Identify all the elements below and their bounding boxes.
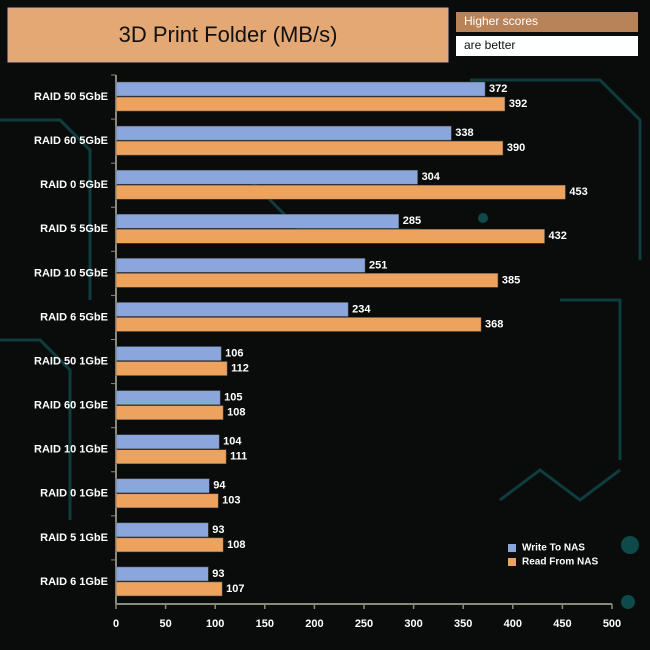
legend-swatch xyxy=(508,558,516,566)
x-tick-label: 450 xyxy=(553,618,571,630)
value-label: 234 xyxy=(352,303,371,315)
value-label: 106 xyxy=(225,347,243,359)
bar xyxy=(115,434,220,449)
x-tick-label: 150 xyxy=(256,618,274,630)
y-tick-label: RAID 6 1GbE xyxy=(40,576,108,588)
x-tick-label: 350 xyxy=(454,618,472,630)
bar xyxy=(115,317,482,332)
value-label: 104 xyxy=(223,436,242,448)
y-tick-label: RAID 10 1GbE xyxy=(34,444,108,456)
value-label: 432 xyxy=(549,230,567,242)
x-tick-label: 500 xyxy=(603,618,621,630)
y-tick-label: RAID 60 5GbE xyxy=(34,135,108,147)
bar xyxy=(115,125,452,141)
value-label: 108 xyxy=(227,407,245,419)
value-label: 94 xyxy=(213,480,226,492)
note-box xyxy=(456,36,638,56)
note: are better xyxy=(464,38,515,52)
title-box xyxy=(7,7,449,63)
value-label: 390 xyxy=(507,142,525,154)
bar xyxy=(115,493,219,509)
bar xyxy=(115,346,222,361)
value-label: 111 xyxy=(230,451,247,463)
y-tick-label: RAID 5 5GbE xyxy=(40,223,108,235)
bar xyxy=(115,184,566,200)
value-label: 103 xyxy=(222,495,240,507)
x-tick-label: 250 xyxy=(355,618,373,630)
y-tick-label: RAID 50 5GbE xyxy=(34,91,108,103)
value-label: 108 xyxy=(227,539,245,551)
value-label: 338 xyxy=(455,127,473,139)
bar xyxy=(115,302,349,317)
bar xyxy=(115,449,227,464)
bar xyxy=(115,405,224,420)
value-label: 453 xyxy=(569,186,587,198)
legend-label: Write To NAS xyxy=(522,543,585,554)
bar xyxy=(115,258,366,273)
bar xyxy=(115,96,506,112)
bar xyxy=(115,566,209,582)
x-tick-label: 300 xyxy=(404,618,422,630)
bar xyxy=(115,522,209,538)
y-tick-label: RAID 10 5GbE xyxy=(34,267,108,279)
legend-label: Read From NAS xyxy=(522,557,598,568)
x-tick-label: 100 xyxy=(206,618,224,630)
y-tick-label: RAID 50 1GbE xyxy=(34,355,108,367)
bar xyxy=(115,169,418,185)
value-label: 107 xyxy=(226,583,244,595)
bar xyxy=(115,390,221,405)
value-label: 385 xyxy=(502,274,520,286)
bar xyxy=(115,229,545,244)
x-tick-label: 200 xyxy=(305,618,323,630)
x-tick-label: 50 xyxy=(159,618,171,630)
value-label: 105 xyxy=(224,392,242,404)
bar xyxy=(115,81,486,97)
bar xyxy=(115,361,228,376)
value-label: 93 xyxy=(212,524,224,536)
bar xyxy=(115,214,399,229)
bar xyxy=(115,581,223,597)
value-label: 304 xyxy=(422,171,441,183)
bar xyxy=(115,478,210,494)
x-tick-label: 0 xyxy=(113,618,119,630)
value-label: 251 xyxy=(369,259,387,271)
bar xyxy=(115,140,504,156)
y-tick-label: RAID 6 5GbE xyxy=(40,311,108,323)
value-label: 368 xyxy=(485,318,503,330)
note-box xyxy=(456,12,638,32)
chart-title: 3D Print Folder (MB/s) xyxy=(119,22,338,47)
value-label: 93 xyxy=(212,568,224,580)
y-tick-label: RAID 0 5GbE xyxy=(40,179,108,191)
y-tick-label: RAID 60 1GbE xyxy=(34,400,108,412)
x-tick-label: 400 xyxy=(504,618,522,630)
value-label: 285 xyxy=(403,215,421,227)
value-label: 112 xyxy=(231,362,249,374)
value-label: 392 xyxy=(509,98,527,110)
bar xyxy=(115,537,224,553)
bar xyxy=(115,273,499,288)
value-label: 372 xyxy=(489,83,507,95)
y-tick-label: RAID 5 1GbE xyxy=(40,532,108,544)
note: Higher scores xyxy=(464,14,538,28)
legend-swatch xyxy=(508,544,516,552)
y-tick-label: RAID 0 1GbE xyxy=(40,488,108,500)
